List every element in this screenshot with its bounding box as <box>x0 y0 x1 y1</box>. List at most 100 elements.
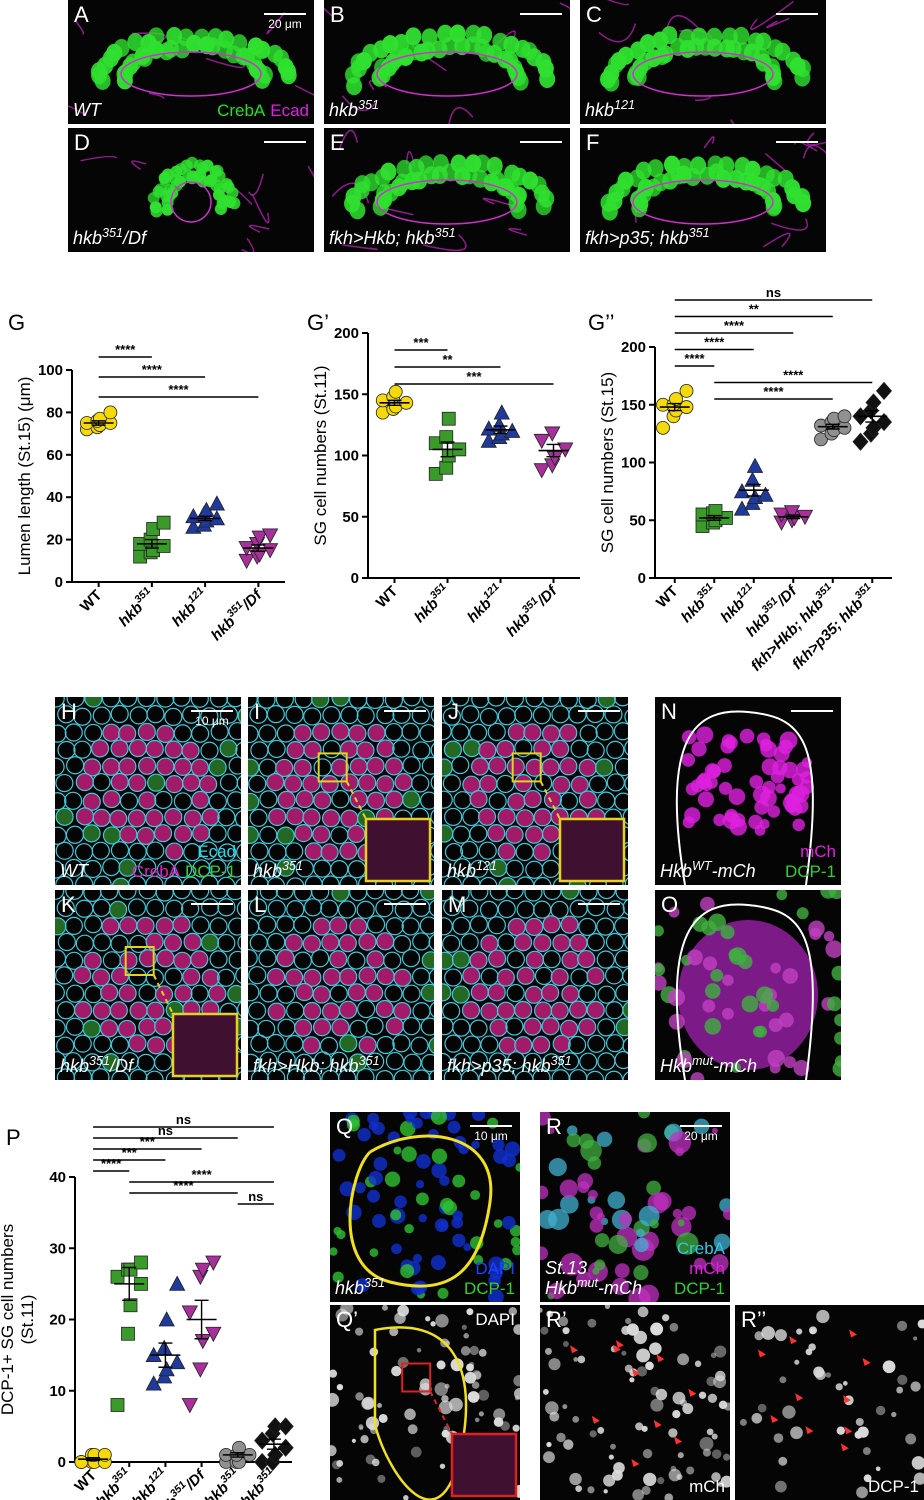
mch-nucleus <box>748 814 763 830</box>
nucleus <box>512 1245 520 1256</box>
membrane <box>764 152 788 173</box>
cell-outline <box>542 950 561 969</box>
nucleus <box>512 72 529 91</box>
superscript: 351 <box>282 859 303 873</box>
gray-blob <box>710 1352 717 1359</box>
nucleus <box>510 201 527 220</box>
lumen <box>632 179 774 225</box>
nucleus <box>412 1253 422 1263</box>
gray-blob <box>587 1486 595 1494</box>
cell-outline <box>444 842 464 862</box>
gray-blob <box>467 1391 480 1403</box>
cell-outline <box>579 890 598 901</box>
cell-outline <box>444 1034 463 1053</box>
nucleus <box>474 154 491 173</box>
cell-outline <box>101 917 120 936</box>
gray-blob <box>360 1435 369 1444</box>
cell-outline <box>451 950 471 969</box>
cell-outline <box>109 1001 128 1020</box>
cell-outline <box>217 876 236 885</box>
cell-outline <box>496 774 515 794</box>
gray-blob <box>514 1395 520 1401</box>
cell-outline <box>578 697 597 710</box>
nucleus <box>795 194 812 213</box>
mch-nucleus <box>691 741 707 757</box>
cell-outline <box>624 709 628 725</box>
dcp-blob <box>720 925 735 940</box>
scale-label: 20 μm <box>684 1129 718 1143</box>
y-tick-label: 100 <box>334 448 359 465</box>
blob <box>540 1112 551 1126</box>
cell-outline <box>118 724 137 743</box>
gray-blob <box>711 1433 718 1440</box>
nucleus <box>254 40 271 59</box>
cell-outline <box>460 840 479 860</box>
cell-outline <box>401 917 420 936</box>
dcp-blob <box>782 968 799 984</box>
cell-outline <box>120 1052 140 1071</box>
cell-outline <box>331 722 350 741</box>
channel-line: DCP-1 <box>868 1477 919 1496</box>
membrane <box>703 136 715 149</box>
cell-outline <box>394 772 413 792</box>
gray-blob <box>435 1314 449 1328</box>
x-tick-label: hkb351 <box>113 585 159 631</box>
cell-outline <box>55 724 67 743</box>
significance-label: **** <box>115 342 136 357</box>
nucleus <box>148 27 165 46</box>
gray-blob <box>460 1346 471 1356</box>
blob <box>596 1131 613 1148</box>
gray-blob <box>478 1411 484 1417</box>
cell-outline <box>118 697 138 708</box>
cell-outline <box>286 877 305 885</box>
gray-blob <box>891 1411 897 1418</box>
inset <box>171 1012 239 1078</box>
cell-outline <box>312 723 331 742</box>
cell-outline <box>165 775 184 794</box>
cell-outline <box>329 916 348 935</box>
cell-outline <box>295 982 314 1002</box>
cell-outline <box>358 773 377 792</box>
cell-outline <box>73 1068 92 1080</box>
cell-outline <box>303 707 322 726</box>
panel-letter: R <box>546 1114 562 1139</box>
cell-outline <box>339 841 358 860</box>
channel-line: CrebA Ecad <box>217 101 309 120</box>
cell-outline <box>181 876 201 885</box>
cell-outline <box>118 757 137 776</box>
gray-blob <box>572 1416 580 1423</box>
nucleus <box>204 37 221 56</box>
data-point <box>156 539 171 553</box>
text-segment: fkh>p35; hkb <box>585 228 689 248</box>
cell-outline <box>174 984 193 1003</box>
cell-outline <box>358 932 377 951</box>
significance-label: **** <box>724 318 745 333</box>
gray-blob <box>761 1326 776 1340</box>
cell-outline <box>559 697 578 709</box>
data-point <box>773 507 790 523</box>
image-panel: A WT CrebA Ecad 20 μm <box>68 0 314 124</box>
cell-outline <box>259 890 278 901</box>
nucleus <box>718 156 735 175</box>
sem-bar <box>122 1266 137 1301</box>
significance-label: ns <box>158 1123 173 1138</box>
nucleus <box>280 66 297 85</box>
cell-outline <box>55 966 74 985</box>
cell-outline <box>560 1052 580 1071</box>
data-point <box>533 463 550 479</box>
cell-outline <box>428 968 434 986</box>
nucleus <box>372 1214 386 1228</box>
gray-blob <box>635 1422 644 1431</box>
cell-outline <box>532 706 551 725</box>
decoration <box>330 1305 520 1500</box>
cell-outline <box>540 983 560 1002</box>
cell-outline <box>228 756 241 775</box>
gray-blob <box>621 1350 627 1356</box>
superscript: 351 <box>358 98 379 112</box>
panel-letter: K <box>61 892 76 917</box>
cell-outline <box>237 935 241 950</box>
nucleus <box>369 1248 379 1257</box>
cell-outline <box>420 983 434 1002</box>
